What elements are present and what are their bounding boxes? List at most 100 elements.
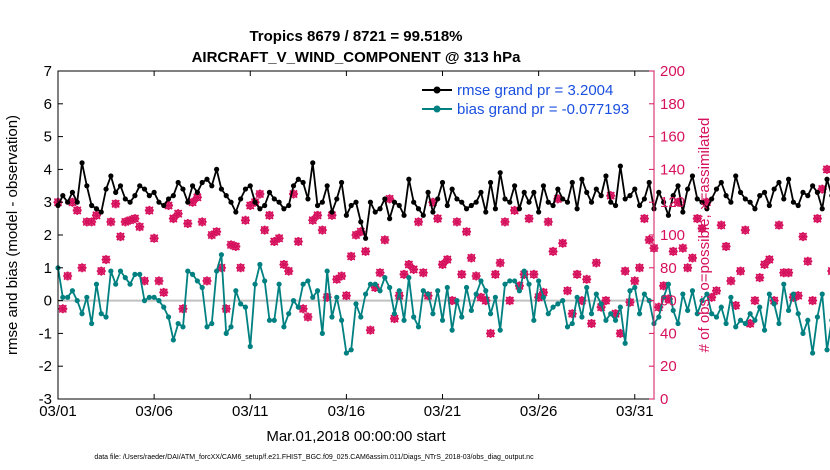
rmse-point xyxy=(108,173,114,179)
obs-assimilated-point xyxy=(192,192,202,202)
obs-assimilated-point xyxy=(644,235,654,245)
rmse-point xyxy=(598,193,604,199)
bias-point xyxy=(276,281,282,287)
y2-tick-label: 80 xyxy=(660,260,677,277)
rmse-point xyxy=(661,199,667,205)
bias-point xyxy=(180,324,186,330)
bias-point xyxy=(593,291,599,297)
obs-assimilated-point xyxy=(154,276,164,286)
obs-assimilated-point xyxy=(236,263,246,273)
bias-point xyxy=(598,301,604,307)
obs-assimilated-point xyxy=(562,286,572,296)
y-tick-label: -1 xyxy=(39,325,52,342)
bias-point xyxy=(286,311,292,317)
rmse-point xyxy=(300,179,306,186)
obs-assimilated-point xyxy=(673,197,683,207)
obs-assimilated-point xyxy=(803,256,813,266)
obs-assimilated-point xyxy=(365,325,375,335)
bias-point xyxy=(800,330,806,336)
obs-assimilated-point xyxy=(279,260,289,270)
bias-point xyxy=(401,317,407,323)
bias-point xyxy=(632,284,638,291)
bias-point xyxy=(108,268,114,274)
rmse-point xyxy=(507,199,513,205)
rmse-point xyxy=(579,176,585,182)
bias-point xyxy=(675,320,681,327)
bias-point xyxy=(415,324,422,330)
obs-assimilated-point xyxy=(226,240,236,250)
rmse-point xyxy=(776,179,782,186)
rmse-point xyxy=(531,189,537,195)
obs-assimilated-point xyxy=(750,296,760,306)
bias-point xyxy=(737,317,744,323)
rmse-point xyxy=(329,209,335,215)
obs-assimilated-point xyxy=(168,214,178,224)
obs-assimilated-point xyxy=(466,253,476,263)
bias-point xyxy=(478,278,484,284)
bias-point xyxy=(463,284,470,291)
x-axis-label: Mar.01,2018 00:00:00 start xyxy=(266,428,446,445)
bias-point xyxy=(444,284,450,291)
rmse-point xyxy=(74,199,80,205)
obs-assimilated-point xyxy=(144,205,154,215)
rmse-point xyxy=(512,183,518,189)
rmse-point xyxy=(627,193,633,199)
chart-title: Tropics 8679 / 8721 = 99.518% xyxy=(249,28,462,45)
rmse-point xyxy=(733,173,739,179)
obs-assimilated-point xyxy=(659,281,669,291)
rmse-point xyxy=(785,176,792,182)
obs-assimilated-point xyxy=(639,214,649,224)
bias-point xyxy=(507,278,513,284)
bias-point xyxy=(699,298,705,304)
obs-assimilated-point xyxy=(125,215,135,225)
rmse-point xyxy=(185,199,191,205)
obs-assimilated-point xyxy=(221,304,231,314)
bias-point xyxy=(766,291,772,297)
y-tick-label: -2 xyxy=(39,358,52,375)
rmse-point xyxy=(391,199,398,205)
bias-point xyxy=(377,288,383,294)
bias-point xyxy=(233,288,239,294)
obs-assimilated-point xyxy=(635,263,645,273)
bias-point xyxy=(805,317,811,323)
bias-point xyxy=(242,304,249,310)
rmse-point xyxy=(319,199,325,205)
rmse-point xyxy=(430,209,436,215)
rmse-point xyxy=(415,206,422,212)
obs-assimilated-point xyxy=(308,215,318,225)
obs-assimilated-point xyxy=(611,309,621,319)
obs-assimilated-point xyxy=(130,214,140,224)
bias-point xyxy=(564,324,571,330)
obs-assimilated-point xyxy=(149,233,159,243)
rmse-point xyxy=(238,196,244,202)
bias-point xyxy=(661,294,667,300)
obs-assimilated-point xyxy=(289,189,299,199)
rmse-point xyxy=(805,193,811,199)
bias-point xyxy=(435,288,441,294)
rmse-point xyxy=(290,183,297,189)
rmse-point xyxy=(199,179,205,186)
obs-assimilated-point xyxy=(505,296,515,306)
obs-assimilated-point xyxy=(538,287,548,297)
obs-assimilated-point xyxy=(72,205,82,215)
bias-point xyxy=(752,317,758,323)
bias-point xyxy=(132,271,138,277)
rmse-point xyxy=(276,199,282,205)
rmse-point xyxy=(584,189,590,195)
obs-assimilated-point xyxy=(322,292,332,302)
bias-point xyxy=(310,294,316,300)
bias-point xyxy=(223,330,229,336)
rmse-point xyxy=(257,206,263,212)
rmse-point xyxy=(478,189,484,195)
rmse-point xyxy=(209,183,215,189)
bias-point xyxy=(156,298,162,304)
obs-assimilated-point xyxy=(558,238,568,248)
obs-assimilated-point xyxy=(817,184,827,194)
bias-point xyxy=(492,294,498,300)
bias-point xyxy=(300,281,306,287)
rmse-point xyxy=(117,183,124,189)
obs-assimilated-point xyxy=(812,214,822,224)
rmse-point xyxy=(728,199,734,205)
rmse-point xyxy=(214,166,220,172)
rmse-point xyxy=(175,179,181,186)
